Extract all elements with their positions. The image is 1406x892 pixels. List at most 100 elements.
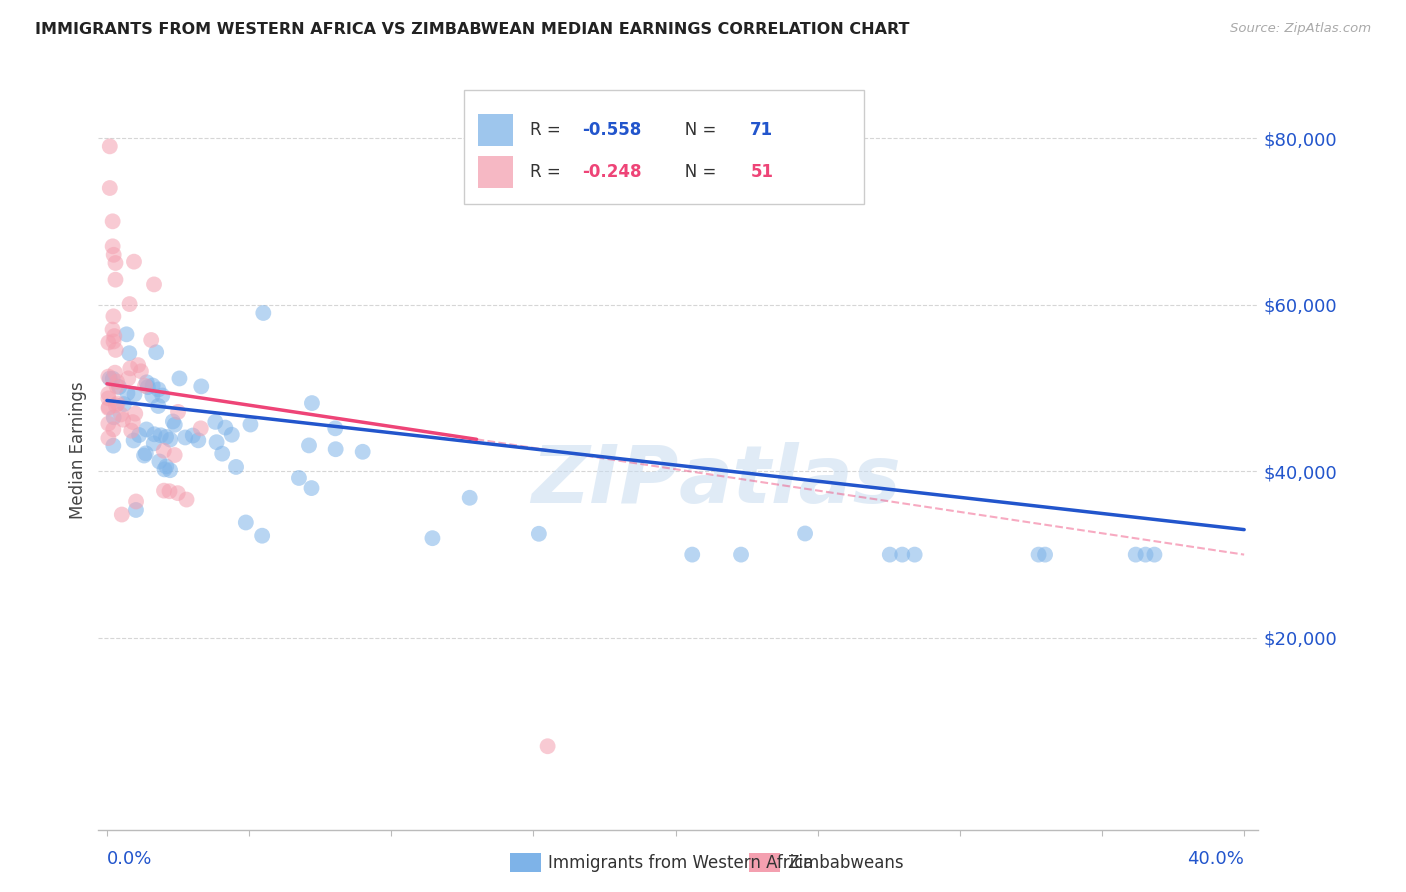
Point — [301, 481, 323, 495]
Point — [117, 386, 139, 401]
Point — [132, 449, 155, 463]
Point — [153, 483, 176, 498]
Point — [97, 369, 120, 384]
Point — [422, 531, 444, 545]
Point — [879, 548, 901, 562]
Point — [111, 508, 134, 522]
Point — [1135, 548, 1157, 562]
Point — [101, 239, 124, 253]
Point — [794, 526, 817, 541]
Point — [1033, 548, 1056, 562]
Point — [120, 361, 142, 376]
Point — [120, 424, 142, 438]
Point — [205, 435, 228, 450]
Point — [135, 422, 157, 436]
Point — [125, 503, 148, 517]
Point — [122, 434, 145, 448]
Point — [97, 401, 120, 415]
Point — [174, 430, 197, 444]
Point — [190, 379, 212, 393]
Point — [235, 516, 257, 530]
Point — [142, 436, 165, 450]
Point — [149, 428, 172, 442]
Point — [730, 548, 752, 562]
Point — [103, 439, 125, 453]
Point — [163, 448, 186, 462]
Point — [103, 410, 125, 425]
Text: 51: 51 — [751, 163, 773, 181]
Point — [128, 428, 150, 442]
Point — [148, 399, 170, 413]
Point — [101, 214, 124, 228]
Point — [252, 306, 274, 320]
Point — [1125, 548, 1147, 562]
Point — [143, 427, 166, 442]
Point — [162, 414, 184, 428]
Point — [97, 401, 120, 416]
Point — [211, 447, 233, 461]
Point — [97, 431, 120, 445]
Text: R =: R = — [530, 163, 567, 181]
Point — [325, 442, 347, 457]
Point — [112, 413, 135, 427]
Point — [155, 430, 177, 444]
Point — [124, 407, 146, 421]
Point — [143, 277, 166, 292]
Text: Zimbabweans: Zimbabweans — [787, 854, 904, 871]
Point — [176, 492, 198, 507]
Text: 71: 71 — [751, 120, 773, 139]
Point — [166, 486, 188, 500]
Point — [163, 417, 186, 432]
Point — [167, 405, 190, 419]
Text: N =: N = — [669, 120, 721, 139]
Point — [159, 433, 181, 447]
Point — [107, 396, 129, 410]
Text: N =: N = — [669, 163, 721, 181]
Point — [141, 389, 163, 403]
Point — [225, 459, 247, 474]
Point — [169, 371, 191, 385]
Bar — [478, 114, 513, 145]
Point — [214, 420, 236, 434]
Point — [136, 380, 159, 394]
Point — [104, 343, 127, 357]
Bar — [478, 156, 513, 188]
Point — [97, 392, 120, 406]
Point — [159, 484, 181, 499]
Point — [97, 387, 120, 401]
Text: 0.0%: 0.0% — [107, 849, 152, 868]
Point — [181, 428, 204, 442]
Point — [122, 254, 145, 268]
Point — [187, 434, 209, 448]
Point — [104, 256, 127, 270]
Point — [536, 739, 558, 754]
Point — [97, 335, 120, 350]
Point — [127, 358, 149, 372]
Point — [118, 297, 141, 311]
Point — [239, 417, 262, 432]
Point — [125, 494, 148, 508]
Point — [288, 471, 311, 485]
Point — [97, 417, 120, 431]
Point — [141, 333, 163, 347]
FancyBboxPatch shape — [464, 90, 863, 204]
Point — [104, 398, 127, 412]
Point — [1143, 548, 1166, 562]
Text: -0.248: -0.248 — [582, 163, 641, 181]
Point — [134, 378, 156, 392]
Text: R =: R = — [530, 120, 567, 139]
Point — [148, 454, 170, 468]
Point — [103, 310, 125, 324]
Point — [153, 462, 176, 476]
Point — [190, 421, 212, 435]
Point — [104, 366, 127, 380]
Point — [117, 371, 139, 385]
Point — [142, 378, 165, 392]
Point — [103, 334, 125, 349]
Point — [148, 383, 170, 397]
Point — [352, 444, 374, 458]
Point — [115, 327, 138, 342]
Point — [108, 380, 131, 394]
Text: atlas: atlas — [678, 442, 901, 520]
Text: Immigrants from Western Africa: Immigrants from Western Africa — [548, 854, 814, 871]
